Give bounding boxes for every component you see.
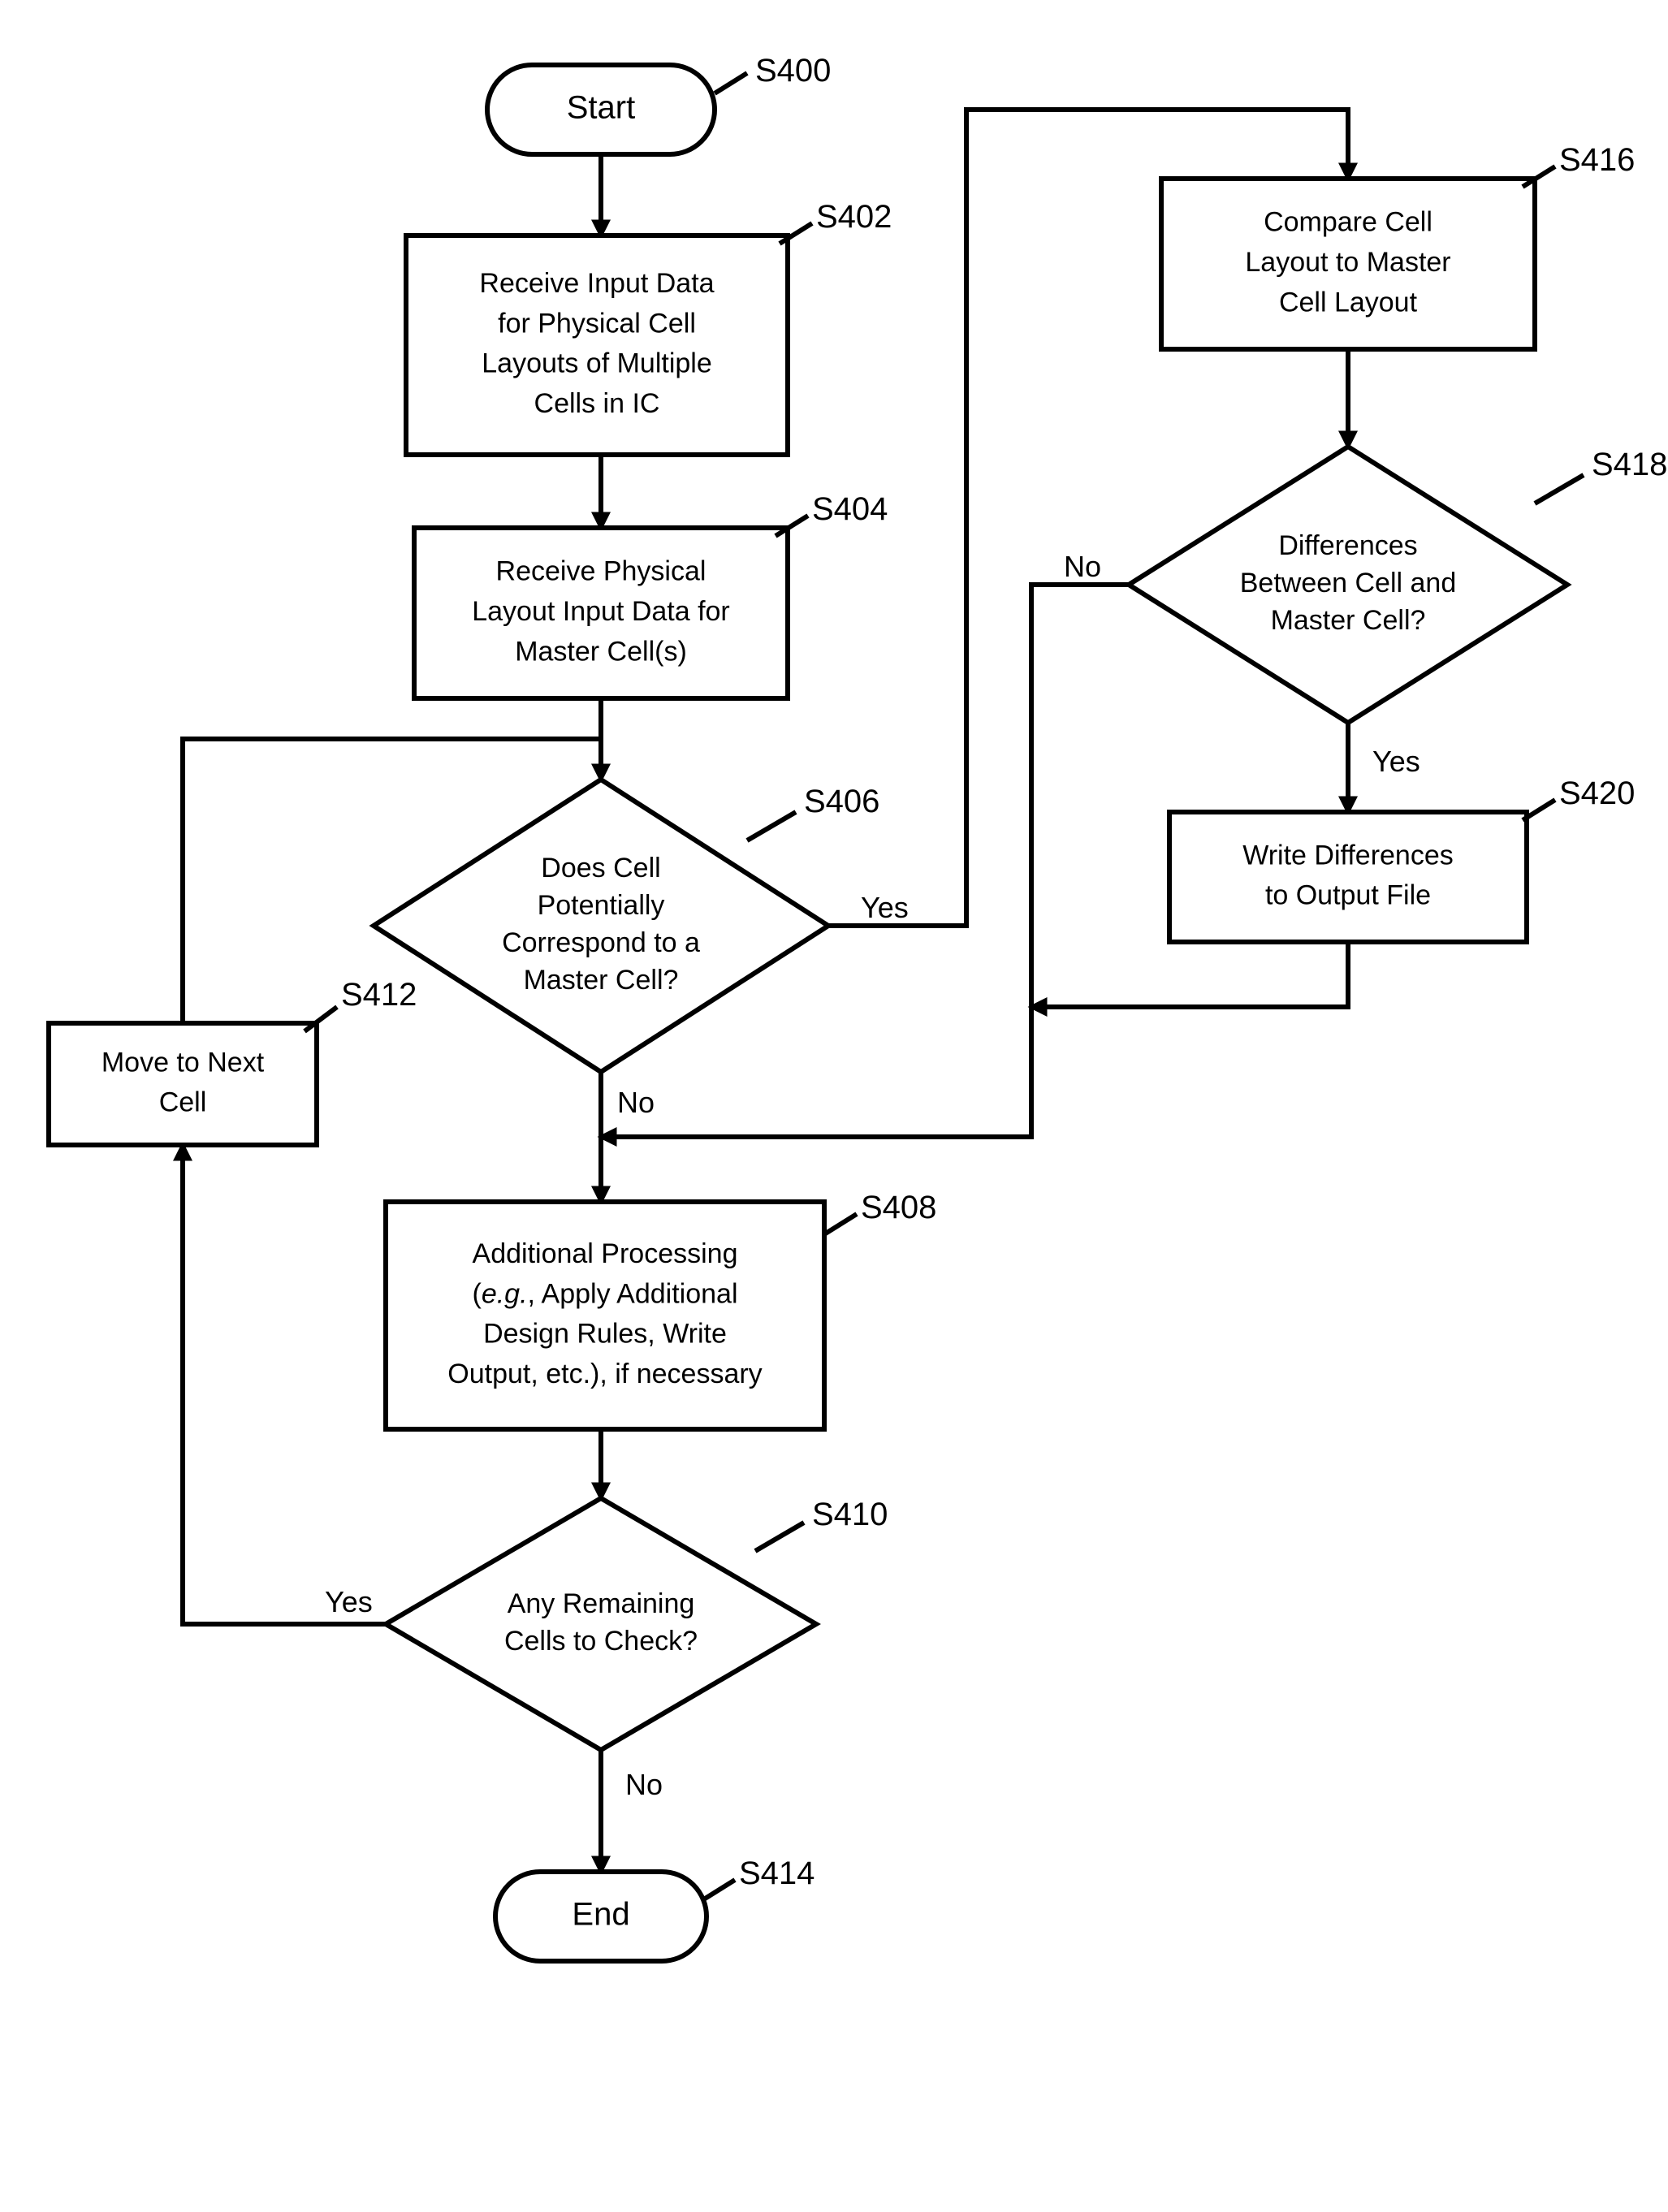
svg-text:Layout to Master: Layout to Master bbox=[1245, 247, 1450, 278]
svg-text:Potentially: Potentially bbox=[538, 890, 665, 921]
step-label-tick-S412 bbox=[305, 1007, 337, 1031]
svg-text:Receive Input Data: Receive Input Data bbox=[479, 268, 714, 299]
step-label-S410: S410 bbox=[812, 1497, 888, 1532]
step-label-tick-S408 bbox=[824, 1214, 857, 1234]
node-S420 bbox=[1169, 812, 1527, 942]
edge-label-S418-S408: No bbox=[1064, 550, 1101, 583]
svg-text:Compare Cell: Compare Cell bbox=[1264, 207, 1432, 238]
edge-label-S406-S416: Yes bbox=[861, 891, 909, 924]
step-label-S404: S404 bbox=[812, 491, 888, 527]
svg-text:Layout Input Data for: Layout Input Data for bbox=[472, 596, 730, 627]
svg-text:Write Differences: Write Differences bbox=[1242, 840, 1454, 871]
svg-text:Output, etc.), if necessary: Output, etc.), if necessary bbox=[447, 1359, 762, 1389]
edge-S420-to-S408 bbox=[1031, 942, 1348, 1007]
nodes: Start Receive Input Data for Physical Cell… bbox=[49, 65, 1567, 1961]
svg-text:Master Cell(s): Master Cell(s) bbox=[515, 636, 687, 667]
svg-text:Correspond to a: Correspond to a bbox=[502, 927, 700, 958]
svg-text:Any Remaining: Any Remaining bbox=[508, 1588, 695, 1619]
svg-text:Cells in IC: Cells in IC bbox=[534, 388, 660, 419]
step-label-S416: S416 bbox=[1559, 142, 1635, 178]
step-label-tick-S406 bbox=[747, 812, 796, 840]
svg-text:(e.g., Apply Additional: (e.g., Apply Additional bbox=[472, 1278, 737, 1309]
svg-text:Between Cell and: Between Cell and bbox=[1240, 568, 1457, 598]
svg-text:Differences: Differences bbox=[1278, 530, 1417, 561]
flowchart-canvas: No No Yes Yes Yes No Start Receive Input Data fo… bbox=[0, 0, 1668, 2212]
step-label-S414: S414 bbox=[739, 1856, 815, 1891]
svg-text:End: End bbox=[572, 1897, 629, 1933]
svg-text:Cell Layout: Cell Layout bbox=[1279, 287, 1418, 318]
step-label-S412: S412 bbox=[341, 977, 417, 1013]
step-label-tick-S400 bbox=[715, 73, 747, 93]
svg-text:Master Cell?: Master Cell? bbox=[1271, 605, 1426, 636]
svg-text:Move to Next: Move to Next bbox=[102, 1047, 265, 1078]
step-label-tick-S414 bbox=[702, 1880, 735, 1900]
svg-text:Cell: Cell bbox=[159, 1087, 207, 1118]
edge-S410-to-S412 bbox=[183, 1145, 386, 1624]
svg-text:Additional Processing: Additional Processing bbox=[473, 1238, 738, 1269]
node-S410 bbox=[386, 1498, 816, 1750]
svg-text:Receive Physical: Receive Physical bbox=[496, 556, 707, 587]
svg-text:Cells to Check?: Cells to Check? bbox=[504, 1626, 698, 1657]
svg-text:Master Cell?: Master Cell? bbox=[524, 965, 679, 996]
svg-text:Design Rules, Write: Design Rules, Write bbox=[483, 1319, 727, 1350]
edge-label-S410-S414: No bbox=[625, 1768, 663, 1801]
step-label-S400: S400 bbox=[755, 53, 831, 89]
svg-text:for Physical Cell: for Physical Cell bbox=[498, 308, 696, 339]
edge-label-S418-S420: Yes bbox=[1372, 745, 1420, 778]
step-label-S418: S418 bbox=[1592, 447, 1667, 482]
svg-text:Does Cell: Does Cell bbox=[541, 853, 660, 884]
node-S408 bbox=[386, 1202, 824, 1429]
svg-text:to Output File: to Output File bbox=[1265, 880, 1431, 911]
node-S412 bbox=[49, 1023, 317, 1145]
edge-label-S410-S412: Yes bbox=[325, 1585, 373, 1618]
node-S406 bbox=[374, 780, 828, 1072]
svg-text:Layouts of Multiple: Layouts of Multiple bbox=[482, 348, 712, 379]
step-label-tick-S418 bbox=[1535, 475, 1584, 503]
step-label-S408: S408 bbox=[861, 1190, 936, 1225]
step-label-S420: S420 bbox=[1559, 775, 1635, 811]
edge-label-S406-S408: No bbox=[617, 1086, 655, 1119]
step-label-S406: S406 bbox=[804, 784, 879, 819]
step-label-S402: S402 bbox=[816, 199, 892, 235]
svg-text:Start: Start bbox=[567, 90, 635, 126]
step-label-tick-S410 bbox=[755, 1523, 804, 1551]
